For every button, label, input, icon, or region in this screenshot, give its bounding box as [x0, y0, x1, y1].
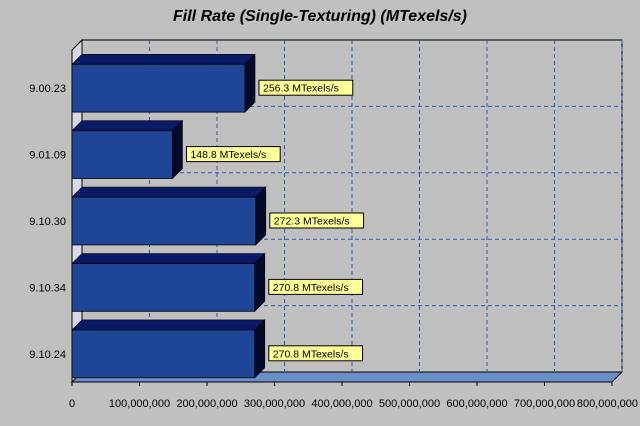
x-tick-label: 300,000,000 [244, 398, 305, 410]
category-label-9.01.09: 9.01.09 [29, 150, 66, 162]
category-label-9.10.24: 9.10.24 [29, 349, 66, 361]
bar-side-9.10.30 [255, 186, 267, 246]
data-label-box-9.00.23 [258, 79, 354, 96]
data-label-9.10.24: 270.8 MTexels/s [273, 348, 349, 360]
bar-side-9.10.24 [254, 319, 266, 379]
x-tick-label: 400,000,000 [311, 398, 372, 410]
x-tick-label: 0 [69, 398, 75, 410]
bar-top-9.01.09 [71, 120, 184, 131]
data-label-9.01.09: 148.8 MTexels/s [190, 149, 266, 161]
category-label-9.00.23: 9.00.23 [29, 83, 66, 95]
x-tick-label: 700,000,000 [514, 398, 575, 410]
data-label-box-9.01.09 [185, 146, 281, 163]
data-label-9.00.23: 256.3 MTexels/s [263, 83, 339, 95]
bar-9.10.30 [71, 196, 257, 246]
bar-9.10.24 [71, 329, 256, 379]
x-tick-label: 200,000,000 [176, 398, 237, 410]
bar-side-9.01.09 [172, 119, 183, 180]
bar-top-9.10.34 [71, 253, 266, 264]
data-label-9.10.30: 272.3 MTexels/s [274, 216, 350, 228]
data-label-box-9.10.30 [269, 212, 365, 229]
x-tick-label: 600,000,000 [446, 398, 507, 410]
bar-top-9.10.30 [71, 186, 267, 198]
chart-title: Fill Rate (Single-Texturing) (MTexels/s) [173, 8, 467, 25]
bar-9.00.23 [71, 63, 246, 113]
bar-top-9.00.23 [71, 53, 256, 65]
bar-top-9.10.24 [71, 319, 266, 331]
data-label-box-9.10.24 [268, 345, 364, 362]
x-tick-label: 500,000,000 [379, 398, 440, 410]
bar-side-9.00.23 [244, 53, 256, 113]
data-label-9.10.34: 270.8 MTexels/s [273, 282, 349, 294]
category-label-9.10.34: 9.10.34 [29, 282, 66, 294]
x-tick-label: 100,000,000 [109, 398, 170, 410]
x-tick-label: 800,000,000 [577, 398, 638, 410]
category-label-9.10.30: 9.10.30 [29, 216, 66, 228]
bar-side-9.10.34 [254, 252, 266, 313]
data-label-box-9.10.34 [268, 278, 364, 295]
bar-9.10.34 [71, 263, 256, 312]
bar-9.01.09 [71, 130, 173, 179]
